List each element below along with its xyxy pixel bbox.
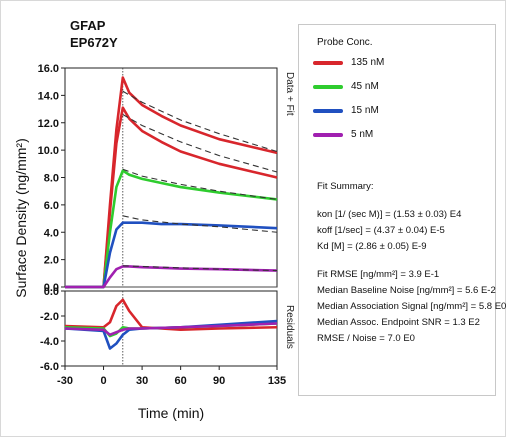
fit-assoc-signal: Median Association Signal [ng/mm²] = 5.8… <box>317 301 506 312</box>
plot-frame <box>64 67 278 288</box>
y-tick-label: 2.0 <box>44 255 59 267</box>
upper-panel: 0.0 2.0 4.0 6.0 8.0 10.0 12.0 14.0 16.0 <box>38 63 278 294</box>
x-tick-label: 0 <box>100 375 106 387</box>
series-line <box>65 169 278 289</box>
y-tick-label: 14.0 <box>38 90 59 102</box>
fit-kd: Kd [M] = (2.86 ± 0.05) E-9 <box>317 241 427 252</box>
x-tick-label: -30 <box>57 375 73 387</box>
legend-label: 135 nM <box>351 57 385 68</box>
y-tick-label: 4.0 <box>44 227 59 239</box>
fit-curve <box>122 114 278 173</box>
fit-curve <box>122 215 278 233</box>
fit-rmse: Fit RMSE [ng/mm²] = 3.9 E-1 <box>317 269 440 280</box>
fit-curve <box>122 90 278 153</box>
legend-panel: Probe Conc. 135 nM 45 nM 15 nM 5 nM Fit … <box>298 24 506 396</box>
y-tick-label: 8.0 <box>44 173 59 185</box>
y-tick-label: 6.0 <box>44 200 59 212</box>
legend-label: 5 nM <box>351 129 374 140</box>
fit-curve <box>122 265 278 272</box>
x-tick-label: 90 <box>213 375 225 387</box>
y-tick-label: 16.0 <box>38 63 59 75</box>
y-tick-label: -4.0 <box>40 336 59 348</box>
x-axis-label: Time (min) <box>138 405 204 421</box>
y-tick-label: 10.0 <box>38 145 59 157</box>
chart-title: GFAP <box>70 18 106 33</box>
series-line <box>65 106 278 289</box>
x-tick-label: 60 <box>175 375 187 387</box>
fit-koff: koff [1/sec] = (4.37 ± 0.04) E-5 <box>317 225 445 236</box>
legend-swatch <box>313 85 343 89</box>
x-tick-label: 30 <box>136 375 148 387</box>
x-tick-label: 135 <box>268 375 286 387</box>
fit-curve <box>122 168 278 200</box>
series-line <box>64 298 278 332</box>
legend-swatch <box>313 133 343 137</box>
fit-endpoint-snr: Median Assoc. Endpoint SNR = 1.3 E2 <box>317 317 480 328</box>
series-line <box>65 221 278 289</box>
fit-summary-heading: Fit Summary: <box>317 181 374 192</box>
legend-swatch <box>313 109 343 113</box>
y-tick-label: 0.0 <box>44 286 59 298</box>
fit-rmse-noise: RMSE / Noise = 7.0 E0 <box>317 333 415 344</box>
legend-label: 45 nM <box>351 81 379 92</box>
y-tick-label: 0.0 <box>44 282 59 294</box>
chart-subtitle: EP672Y <box>70 35 118 50</box>
lower-panel-label: Residuals <box>284 305 295 349</box>
series-line <box>64 322 278 337</box>
fit-baseline-noise: Median Baseline Noise [ng/mm²] = 5.6 E-2 <box>317 285 496 296</box>
legend-swatch <box>313 61 343 65</box>
legend-title: Probe Conc. <box>317 37 373 48</box>
y-axis-label: Surface Density (ng/mm²) <box>13 138 29 297</box>
y-tick-label: 12.0 <box>38 118 59 130</box>
legend-label: 15 nM <box>351 105 379 116</box>
fit-kon: kon [1/ (sec M)] = (1.53 ± 0.03) E4 <box>317 209 462 220</box>
y-tick-label: -2.0 <box>40 311 59 323</box>
lower-panel: -6.0 -4.0 -2.0 0.0 -30 0 30 60 90 135 <box>40 286 286 387</box>
y-tick-label: -6.0 <box>40 361 59 373</box>
upper-panel-label: Data + Fit <box>284 72 295 116</box>
